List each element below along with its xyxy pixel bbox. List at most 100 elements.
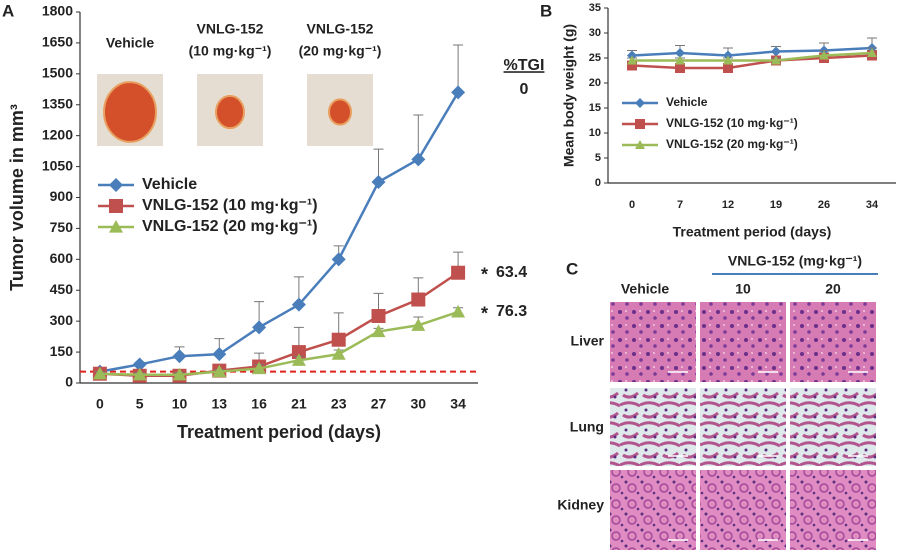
tgi-title: %TGI [504, 57, 545, 74]
y-tick-label: 0 [65, 374, 73, 390]
marker [252, 320, 267, 335]
legend-label: VNLG-152 (20 mg·kg⁻¹) [666, 137, 798, 151]
marker [212, 364, 227, 378]
marker [132, 357, 147, 372]
panel-label: A [2, 1, 14, 20]
histology-image [610, 470, 696, 550]
y-tick-label: 0 [595, 177, 601, 189]
marker [451, 85, 466, 100]
x-tick-label: 16 [251, 396, 267, 412]
photo-label: VNLG-152 [307, 21, 374, 37]
legend-label: VNLG-152 (10 mg·kg⁻¹) [142, 197, 318, 214]
y-tick-label: 450 [50, 281, 74, 297]
y-tick-label: 150 [50, 343, 74, 359]
legend-marker [109, 220, 123, 233]
x-tick-label: 7 [677, 199, 683, 211]
photo-label: Vehicle [106, 35, 154, 51]
x-axis-label: Treatment period (days) [177, 422, 381, 442]
x-tick-label: 0 [96, 396, 104, 412]
histology-image [700, 470, 786, 550]
histology-image [790, 388, 876, 466]
y-tick-label: 1350 [42, 95, 73, 111]
marker [411, 292, 426, 307]
y-tick-label: 600 [50, 250, 74, 266]
marker [675, 63, 685, 73]
x-tick-label: 21 [291, 396, 307, 412]
marker [627, 55, 637, 65]
marker [132, 367, 147, 381]
y-tick-label: 5 [595, 152, 601, 164]
x-tick-label: 13 [212, 396, 228, 412]
y-tick-label: 35 [589, 2, 601, 14]
y-tick-label: 20 [589, 77, 601, 89]
marker [291, 297, 306, 312]
marker [212, 347, 227, 362]
marker [331, 347, 346, 360]
photo-label: (20 mg·kg⁻¹) [299, 43, 382, 59]
legend-marker [635, 98, 645, 108]
legend-marker [635, 119, 645, 129]
marker [371, 309, 386, 324]
marker [451, 304, 466, 318]
x-tick-label: 0 [629, 199, 635, 211]
y-tick-label: 15 [589, 102, 601, 114]
tumor [103, 81, 157, 143]
photo-label: VNLG-152 [197, 21, 264, 37]
y-tick-label: 300 [50, 312, 74, 328]
y-tick-label: 30 [589, 27, 601, 39]
histology-image [700, 302, 786, 382]
marker [771, 46, 781, 57]
marker [723, 63, 733, 73]
histology-image [610, 302, 696, 382]
y-tick-label: 1050 [42, 157, 73, 173]
marker [252, 361, 267, 375]
series-line [99, 91, 460, 373]
y-axis-label: Tumor volume in mm³ [7, 104, 27, 291]
significance: * [481, 304, 488, 324]
tumor [328, 98, 352, 126]
tgi-value: 0 [520, 81, 529, 98]
error-bar [453, 44, 464, 93]
column-label: Vehicle [621, 281, 669, 297]
histology-image [610, 388, 696, 466]
header: VNLG-152 (mg·kg⁻¹) [728, 253, 862, 269]
x-axis-label: Treatment period (days) [673, 224, 832, 240]
y-tick-label: 900 [50, 188, 74, 204]
marker [291, 345, 306, 360]
legend-marker [109, 178, 123, 192]
marker [867, 48, 877, 57]
x-tick-label: 23 [331, 396, 347, 412]
y-tick-label: 10 [589, 127, 601, 139]
x-tick-label: 26 [818, 199, 830, 211]
x-tick-label: 5 [136, 396, 144, 412]
series-line [632, 51, 873, 62]
series-line [99, 310, 459, 377]
marker [331, 332, 346, 347]
legend-marker [635, 140, 645, 149]
legend-label: VNLG-152 (20 mg·kg⁻¹) [142, 218, 318, 235]
tgi-value: 76.3 [496, 303, 527, 320]
panel-label: B [540, 1, 552, 20]
marker [723, 55, 733, 65]
y-tick-label: 1500 [42, 65, 73, 81]
row-label: Lung [570, 419, 604, 435]
legend-label: Vehicle [142, 176, 197, 193]
y-tick-label: 1650 [42, 34, 73, 50]
marker [771, 55, 781, 65]
x-tick-label: 19 [770, 199, 782, 211]
legend-label: VNLG-152 (10 mg·kg⁻¹) [666, 116, 798, 130]
histology-image [790, 302, 876, 382]
y-tick-label: 1200 [42, 126, 73, 142]
marker [331, 252, 346, 267]
tgi-value: 63.4 [496, 264, 527, 281]
error-bar [413, 114, 424, 160]
photo-label: (10 mg·kg⁻¹) [189, 43, 272, 59]
marker [172, 367, 187, 381]
column-label: 10 [735, 281, 751, 297]
x-tick-label: 30 [411, 396, 427, 412]
marker [92, 366, 107, 380]
marker [291, 353, 306, 366]
marker [411, 318, 426, 331]
marker [819, 50, 829, 60]
